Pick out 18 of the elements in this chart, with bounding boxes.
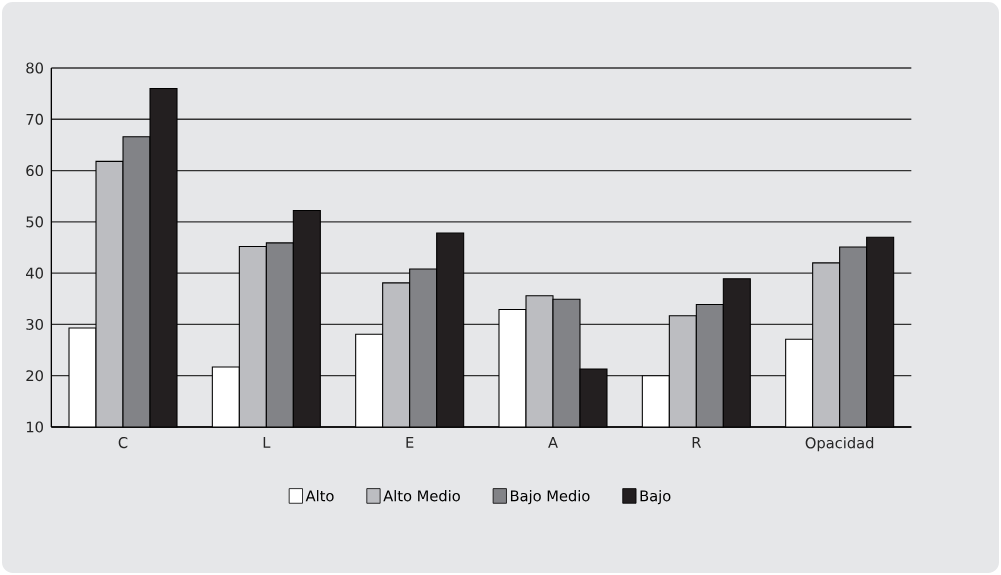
y-tick-label: 10 <box>26 421 43 433</box>
x-tick-label: L <box>263 437 271 448</box>
y-tick-label: 50 <box>26 216 43 228</box>
x-tick-label: C <box>118 437 128 449</box>
legend-label: Bajo <box>640 490 671 505</box>
y-tick-label: 20 <box>26 370 43 382</box>
y-tick-label: 30 <box>26 318 43 330</box>
x-tick-label: E <box>406 437 414 448</box>
y-tick-label: 60 <box>26 165 43 177</box>
x-tick-label: R <box>692 437 701 448</box>
y-tick-label: 70 <box>26 113 43 125</box>
y-tick-label: 80 <box>26 62 43 74</box>
legend-label: Bajo Medio <box>510 490 590 505</box>
x-tick-label: Opacidad <box>805 437 874 452</box>
legend-label: Alto <box>305 490 334 502</box>
y-tick-label: 40 <box>26 267 43 279</box>
legend-label: Alto Medio <box>383 490 460 502</box>
x-tick-label: A <box>548 437 558 448</box>
